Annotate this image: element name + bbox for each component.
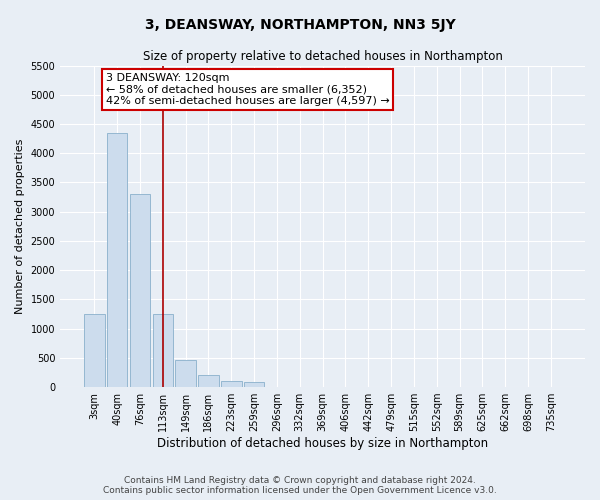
Bar <box>107 133 127 387</box>
Bar <box>244 382 265 387</box>
Bar <box>221 381 242 387</box>
Text: 3, DEANSWAY, NORTHAMPTON, NN3 5JY: 3, DEANSWAY, NORTHAMPTON, NN3 5JY <box>145 18 455 32</box>
Bar <box>198 376 219 387</box>
Title: Size of property relative to detached houses in Northampton: Size of property relative to detached ho… <box>143 50 503 63</box>
Bar <box>84 314 104 387</box>
Y-axis label: Number of detached properties: Number of detached properties <box>15 138 25 314</box>
X-axis label: Distribution of detached houses by size in Northampton: Distribution of detached houses by size … <box>157 437 488 450</box>
Bar <box>152 314 173 387</box>
Bar <box>175 360 196 387</box>
Text: 3 DEANSWAY: 120sqm
← 58% of detached houses are smaller (6,352)
42% of semi-deta: 3 DEANSWAY: 120sqm ← 58% of detached hou… <box>106 72 389 106</box>
Text: Contains HM Land Registry data © Crown copyright and database right 2024.
Contai: Contains HM Land Registry data © Crown c… <box>103 476 497 495</box>
Bar <box>130 194 150 387</box>
